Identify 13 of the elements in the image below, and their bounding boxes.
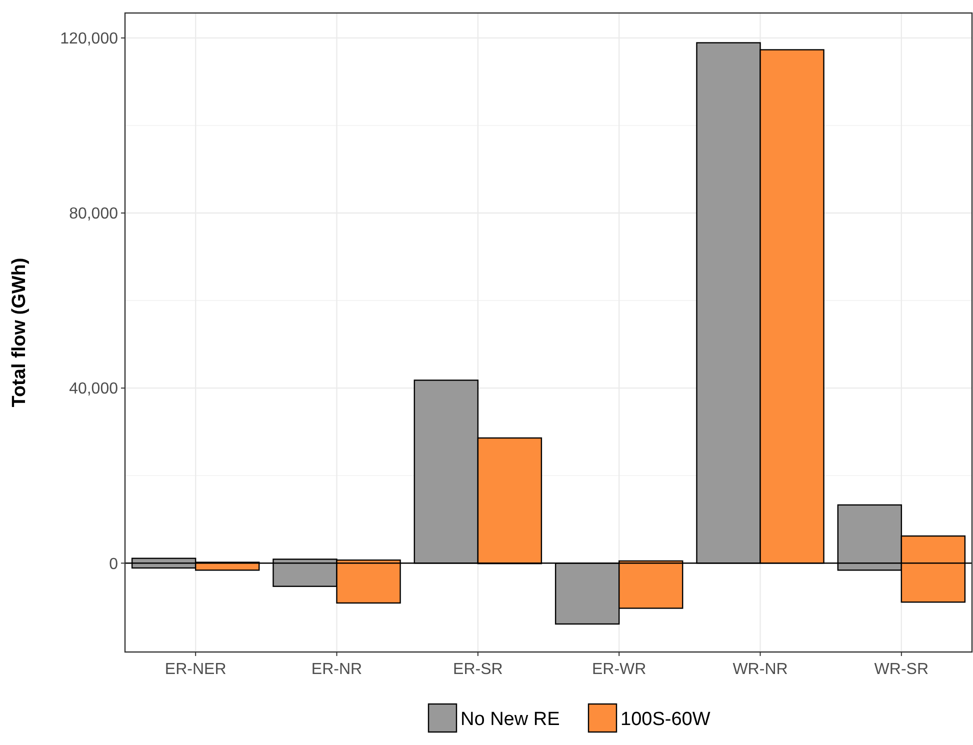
legend-label: No New RE xyxy=(460,709,560,730)
y-tick-label: 0 xyxy=(109,556,118,573)
x-tick-label: ER-NR xyxy=(311,661,362,678)
x-tick-label: ER-SR xyxy=(453,661,503,678)
y-axis-title: Total flow (GWh) xyxy=(9,258,30,408)
y-tick-label: 120,000 xyxy=(60,30,118,48)
x-tick-label: ER-NER xyxy=(164,661,226,678)
x-tick-label: ER-WR xyxy=(592,661,646,678)
y-tick-label: 40,000 xyxy=(69,380,118,398)
y-tick-label: 80,000 xyxy=(69,206,118,223)
x-tick-label: WR-NR xyxy=(732,661,788,678)
legend-label: 100S-60W xyxy=(620,709,710,730)
x-tick-label: WR-SR xyxy=(874,661,929,678)
